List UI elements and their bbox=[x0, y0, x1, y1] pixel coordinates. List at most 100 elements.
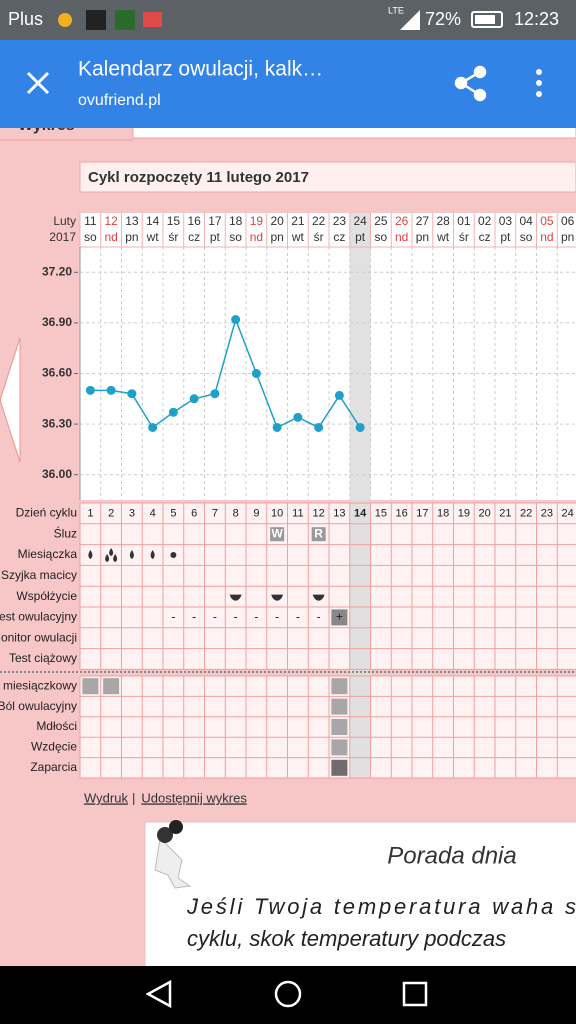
cell-text: - bbox=[317, 610, 321, 624]
row-label: Dzień cyklu bbox=[16, 506, 77, 520]
battery-icon bbox=[471, 11, 503, 28]
date-label: 01 bbox=[457, 214, 471, 228]
cell-text: 18 bbox=[437, 507, 449, 519]
date-label: 17 bbox=[208, 214, 222, 228]
row-label: Zaparcia bbox=[30, 760, 77, 774]
symptom-icon bbox=[331, 739, 348, 756]
clock: 12:23 bbox=[514, 9, 559, 29]
row-label: Miesiączka bbox=[18, 547, 78, 561]
temperature-point bbox=[168, 407, 178, 417]
heart-icon bbox=[312, 594, 325, 601]
year-label: 2017 bbox=[49, 230, 76, 244]
weekday-label: pt bbox=[355, 230, 366, 244]
date-label: 06 bbox=[561, 214, 575, 228]
row-label: Ból owulacyjny bbox=[0, 699, 77, 713]
symptom-icon bbox=[331, 759, 348, 776]
recents-button[interactable] bbox=[402, 981, 428, 1007]
menu-button[interactable] bbox=[536, 69, 542, 97]
cell-badge bbox=[270, 527, 285, 542]
temperature-point bbox=[355, 422, 365, 432]
temperature-point bbox=[314, 422, 324, 432]
heart-icon bbox=[229, 594, 242, 601]
temperature-point bbox=[127, 389, 137, 399]
share-button[interactable] bbox=[454, 65, 487, 102]
temperature-point bbox=[85, 385, 95, 395]
cell-text: 8 bbox=[233, 507, 239, 519]
date-label: 22 bbox=[312, 214, 326, 228]
weekday-label: wt bbox=[146, 230, 160, 244]
cell-text: W bbox=[271, 526, 283, 540]
weekday-label: nd bbox=[104, 230, 117, 244]
weekday-label: śr bbox=[314, 230, 324, 244]
cell-text: 20 bbox=[479, 507, 491, 519]
temperature-point bbox=[293, 412, 303, 422]
cell-text: - bbox=[296, 610, 300, 624]
y-tick-label: 36.00 bbox=[42, 467, 72, 481]
cell-text: R bbox=[314, 526, 323, 540]
date-label: 16 bbox=[187, 214, 201, 228]
cell-text: 13 bbox=[333, 507, 345, 519]
print-link[interactable]: Wydruk bbox=[84, 790, 128, 805]
date-label: 23 bbox=[333, 214, 347, 228]
page-url: ovufriend.pl bbox=[78, 92, 161, 109]
prev-arrow[interactable] bbox=[0, 337, 21, 463]
weekday-label: so bbox=[229, 230, 242, 244]
drops-icon bbox=[105, 548, 118, 562]
weekday-label: śr bbox=[168, 230, 178, 244]
temperature-point bbox=[231, 315, 241, 325]
cell-badge bbox=[331, 609, 348, 626]
signal-icon bbox=[400, 10, 420, 30]
cycle-box bbox=[79, 161, 576, 193]
home-button[interactable] bbox=[274, 980, 302, 1008]
weekday-label: pt bbox=[210, 230, 221, 244]
close-button[interactable] bbox=[26, 71, 50, 95]
weekday-label: pt bbox=[500, 230, 511, 244]
battery-percent: 72% bbox=[425, 9, 461, 29]
dot-icon bbox=[170, 552, 177, 558]
network-type: LTE bbox=[388, 5, 404, 15]
heart-icon bbox=[271, 594, 284, 601]
weekday-label: nd bbox=[250, 230, 263, 244]
y-tick-label: 36.60 bbox=[42, 366, 72, 380]
date-label: 15 bbox=[167, 214, 181, 228]
cell-text: + bbox=[336, 610, 343, 624]
weekday-label: pn bbox=[125, 230, 138, 244]
cell-text: - bbox=[234, 610, 238, 624]
weekday-label: pn bbox=[416, 230, 429, 244]
temperature-point bbox=[189, 394, 199, 404]
weekday-label: śr bbox=[459, 230, 469, 244]
table-bg bbox=[80, 676, 576, 778]
nav-bar bbox=[0, 966, 576, 1024]
cell-text: 24 bbox=[562, 507, 574, 519]
date-label: 20 bbox=[270, 214, 284, 228]
share-link[interactable]: Udostępnij wykres bbox=[141, 790, 247, 805]
weekday-label: cz bbox=[479, 230, 491, 244]
row-label: Test owulacyjny bbox=[0, 610, 77, 624]
month-label: Luty bbox=[53, 214, 76, 228]
row-label: Monitor owulacji bbox=[0, 630, 77, 644]
cell-text: 22 bbox=[520, 507, 532, 519]
weekday-label: so bbox=[375, 230, 388, 244]
link-separator: | bbox=[132, 790, 135, 805]
cell-text: 7 bbox=[212, 507, 218, 519]
drop-icon bbox=[129, 550, 134, 559]
symptom-icon bbox=[82, 678, 99, 695]
cell-text: 4 bbox=[150, 507, 156, 519]
back-button[interactable] bbox=[145, 979, 172, 1009]
date-label: 12 bbox=[104, 214, 118, 228]
cell-text: 11 bbox=[292, 507, 303, 519]
y-tick-label: 37.20 bbox=[42, 264, 72, 278]
tip-line: cyklu, skok temperatury podczas bbox=[187, 926, 506, 951]
cell-text: 23 bbox=[541, 507, 553, 519]
notification-icons bbox=[58, 10, 162, 30]
weekday-label: pn bbox=[561, 230, 574, 244]
tip-card bbox=[144, 821, 576, 983]
cycle-title: Cykl rozpoczęty 11 lutego 2017 bbox=[88, 169, 309, 186]
tip-line: Jeśli Twoja temperatura waha s bbox=[186, 894, 576, 919]
date-label: 26 bbox=[395, 214, 409, 228]
row-label: Wzdęcie bbox=[31, 740, 77, 754]
weekday-label: pn bbox=[270, 230, 283, 244]
symptom-icon bbox=[331, 678, 348, 695]
weekday-label: so bbox=[520, 230, 533, 244]
